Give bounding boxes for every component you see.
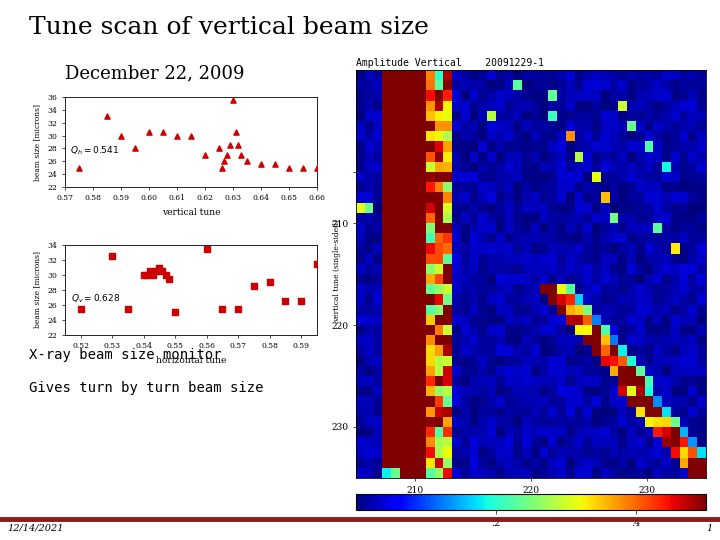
Point bbox=[241, 157, 253, 166]
Point bbox=[169, 308, 181, 316]
X-axis label: vertical tune: vertical tune bbox=[161, 208, 220, 217]
Point bbox=[216, 163, 228, 172]
Point bbox=[122, 305, 134, 313]
Point bbox=[255, 160, 266, 169]
Y-axis label: beam size [microns]: beam size [microns] bbox=[34, 104, 42, 180]
Point bbox=[235, 151, 247, 159]
Point bbox=[129, 144, 140, 153]
Point bbox=[269, 160, 281, 169]
Text: $Q_h = 0.541$: $Q_h = 0.541$ bbox=[71, 145, 120, 157]
Point bbox=[233, 305, 244, 313]
Point bbox=[185, 131, 197, 140]
Text: vertical tune (single-sided): vertical tune (single-sided) bbox=[333, 219, 341, 321]
Point bbox=[224, 141, 235, 150]
Point bbox=[311, 163, 323, 172]
Point bbox=[107, 252, 118, 261]
Point bbox=[115, 131, 127, 140]
Point bbox=[297, 163, 309, 172]
Point bbox=[311, 260, 323, 268]
Point bbox=[248, 282, 259, 291]
Point bbox=[283, 163, 294, 172]
Point bbox=[264, 278, 275, 287]
Text: Gives turn by turn beam size: Gives turn by turn beam size bbox=[29, 381, 264, 395]
Point bbox=[75, 305, 86, 313]
Point bbox=[144, 267, 156, 275]
Point bbox=[295, 297, 307, 306]
Text: X-ray beam size monitor: X-ray beam size monitor bbox=[29, 348, 222, 362]
Point bbox=[279, 297, 291, 306]
Text: 12/14/2021: 12/14/2021 bbox=[7, 524, 63, 533]
Point bbox=[222, 151, 233, 159]
Point bbox=[171, 131, 183, 140]
Point bbox=[141, 271, 153, 279]
Point bbox=[138, 271, 149, 279]
Point bbox=[148, 271, 159, 279]
Point bbox=[213, 144, 225, 153]
X-axis label: horizontal tune: horizontal tune bbox=[156, 356, 226, 365]
Point bbox=[153, 263, 165, 272]
Point bbox=[150, 267, 162, 275]
Point bbox=[227, 96, 238, 105]
Point bbox=[163, 274, 174, 283]
Point bbox=[143, 128, 155, 137]
Point bbox=[73, 163, 84, 172]
Point bbox=[199, 151, 210, 159]
Point bbox=[157, 267, 168, 275]
Point bbox=[230, 128, 241, 137]
Text: 1: 1 bbox=[706, 524, 713, 533]
Point bbox=[201, 245, 212, 253]
Text: $Q_v = 0.628$: $Q_v = 0.628$ bbox=[71, 292, 120, 305]
Text: Tune scan of vertical beam size: Tune scan of vertical beam size bbox=[29, 16, 428, 39]
Y-axis label: beam size [microns]: beam size [microns] bbox=[34, 252, 42, 328]
Point bbox=[101, 112, 112, 121]
Text: Amplitude Vertical    20091229-1: Amplitude Vertical 20091229-1 bbox=[356, 58, 544, 68]
Point bbox=[233, 141, 244, 150]
Point bbox=[157, 128, 168, 137]
Point bbox=[217, 305, 228, 313]
Text: December 22, 2009: December 22, 2009 bbox=[65, 65, 244, 83]
Point bbox=[160, 271, 171, 279]
Point bbox=[219, 157, 230, 166]
